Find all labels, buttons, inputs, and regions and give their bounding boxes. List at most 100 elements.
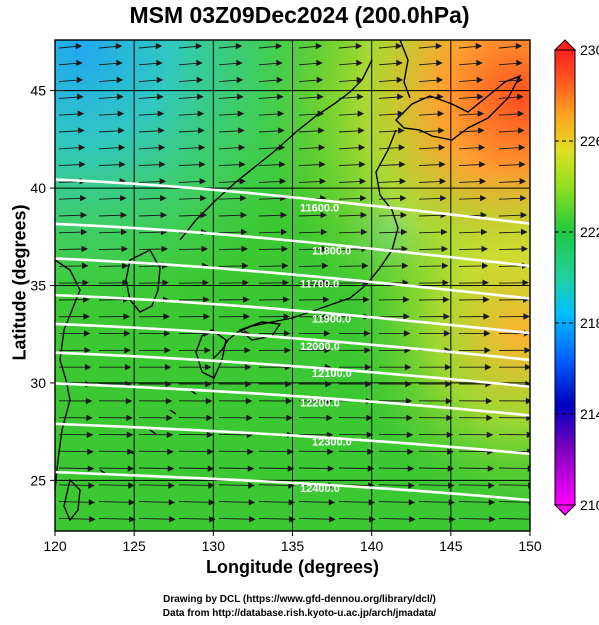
wind-arrowhead (515, 42, 523, 50)
wind-arrowhead (449, 516, 456, 523)
wind-arrowhead (475, 42, 483, 50)
wind-arrowhead (250, 534, 255, 539)
wind-arrowhead (248, 499, 256, 506)
credit-data: Data from http://database.rish.kyoto-u.a… (162, 608, 437, 619)
wind-arrowhead (358, 127, 365, 134)
wind-arrow (178, 467, 214, 470)
x-axis-ticks: 120 125 130 135 140 145 150 (43, 531, 542, 554)
y-tick-label: 40 (30, 180, 46, 196)
wind-arrowhead (322, 296, 330, 303)
wind-arrowhead (438, 127, 445, 134)
wind-arrow (378, 450, 413, 453)
wind-arrowhead (237, 110, 245, 117)
wind-arrow (218, 517, 255, 520)
wind-arrow (339, 535, 375, 536)
wind-arrowhead (83, 313, 90, 320)
wind-arrowhead (196, 76, 204, 84)
wind-arrowhead (321, 228, 328, 236)
wind-arrowhead (199, 161, 206, 168)
wind-arrowhead (401, 228, 408, 236)
wind-arrowhead (445, 397, 453, 405)
shikoku-coast (238, 321, 282, 341)
wind-arrowhead (289, 516, 296, 523)
wind-arrowhead (355, 42, 363, 50)
wind-arrowhead (118, 127, 125, 134)
wind-arrowhead (156, 76, 164, 84)
wind-arrowhead (523, 313, 530, 320)
honshu-coast (213, 129, 399, 359)
wind-arrowhead (436, 59, 443, 67)
map-title: MSM 03Z09Dec2024 (200.0hPa) (129, 2, 470, 28)
wind-arrowhead (279, 161, 286, 168)
wind-arrowhead (169, 516, 176, 523)
wind-arrowhead (117, 93, 124, 100)
contour-label: 12300.0 (312, 436, 352, 448)
wind-arrowhead (285, 397, 293, 405)
wind-arrowhead (244, 363, 252, 371)
wind-arrowhead (123, 313, 130, 320)
wind-arrowhead (318, 127, 325, 134)
wind-arrowhead (197, 110, 205, 117)
wind-arrowhead (522, 279, 529, 286)
wind-arrowhead (441, 245, 448, 253)
wind-arrowhead (322, 262, 329, 270)
wind-arrowhead (168, 482, 175, 489)
wind-arrowhead (129, 516, 136, 523)
wind-arrowhead (482, 296, 490, 303)
wind-arrowhead (448, 499, 456, 506)
wind-arrowhead (329, 516, 336, 523)
wind-arrowhead (476, 76, 484, 84)
wind-arrowhead (282, 296, 290, 303)
wind-arrowhead (115, 42, 123, 50)
wind-arrowhead (436, 76, 444, 84)
wind-arrowhead (398, 127, 405, 134)
wind-arrowhead (88, 499, 96, 506)
wind-arrowhead (117, 110, 125, 117)
wind-arrow (99, 535, 135, 536)
wind-arrow (418, 517, 455, 520)
wind-arrowhead (285, 380, 292, 388)
wind-arrowhead (159, 161, 166, 168)
height-contour (55, 382, 530, 417)
hokkaido-coast (395, 74, 522, 141)
wind-arrowhead (525, 397, 530, 405)
wind-arrowhead (282, 262, 289, 270)
wind-arrowhead (396, 59, 403, 67)
wind-arrowhead (516, 76, 524, 84)
wind-arrowhead (116, 76, 124, 84)
wind-arrowhead (521, 228, 528, 236)
wind-arrowhead (128, 499, 136, 506)
wind-arrowhead (236, 59, 243, 67)
wind-arrowhead (237, 93, 244, 100)
wind-arrowhead (526, 414, 530, 422)
colorbar-tick-label: 214 (580, 406, 599, 422)
wind-arrowhead (82, 279, 89, 286)
wind-arrowhead (163, 313, 170, 320)
wind-arrowhead (204, 363, 212, 371)
wind-arrowhead (442, 279, 449, 286)
wind-arrowhead (243, 313, 250, 320)
wind-arrowhead (527, 465, 530, 472)
wind-arrowhead (437, 93, 444, 100)
wind-arrowhead (407, 448, 414, 455)
wind-arrowhead (318, 144, 326, 151)
contour-label: 12200.0 (300, 397, 340, 409)
wind-arrowhead (158, 144, 166, 151)
wind-arrowhead (367, 465, 375, 472)
wind-arrowhead (447, 465, 455, 472)
wind-arrow (418, 467, 454, 470)
wind-arrowhead (277, 93, 284, 100)
wind-arrowhead (478, 144, 486, 151)
wind-arrowhead (79, 161, 86, 168)
contour-label: 11800.0 (312, 245, 351, 257)
wind-arrowhead (478, 127, 485, 134)
wind-arrowhead (127, 465, 135, 472)
colorbar-tick-label: 222 (580, 224, 599, 240)
wind-arrowhead (75, 42, 83, 50)
russia-coast (179, 59, 373, 241)
wind-arrow (138, 450, 173, 453)
wind-arrowhead (158, 127, 165, 134)
wind-arrowhead (403, 330, 411, 337)
wind-arrowhead (249, 516, 256, 523)
wind-arrowhead (396, 76, 404, 84)
